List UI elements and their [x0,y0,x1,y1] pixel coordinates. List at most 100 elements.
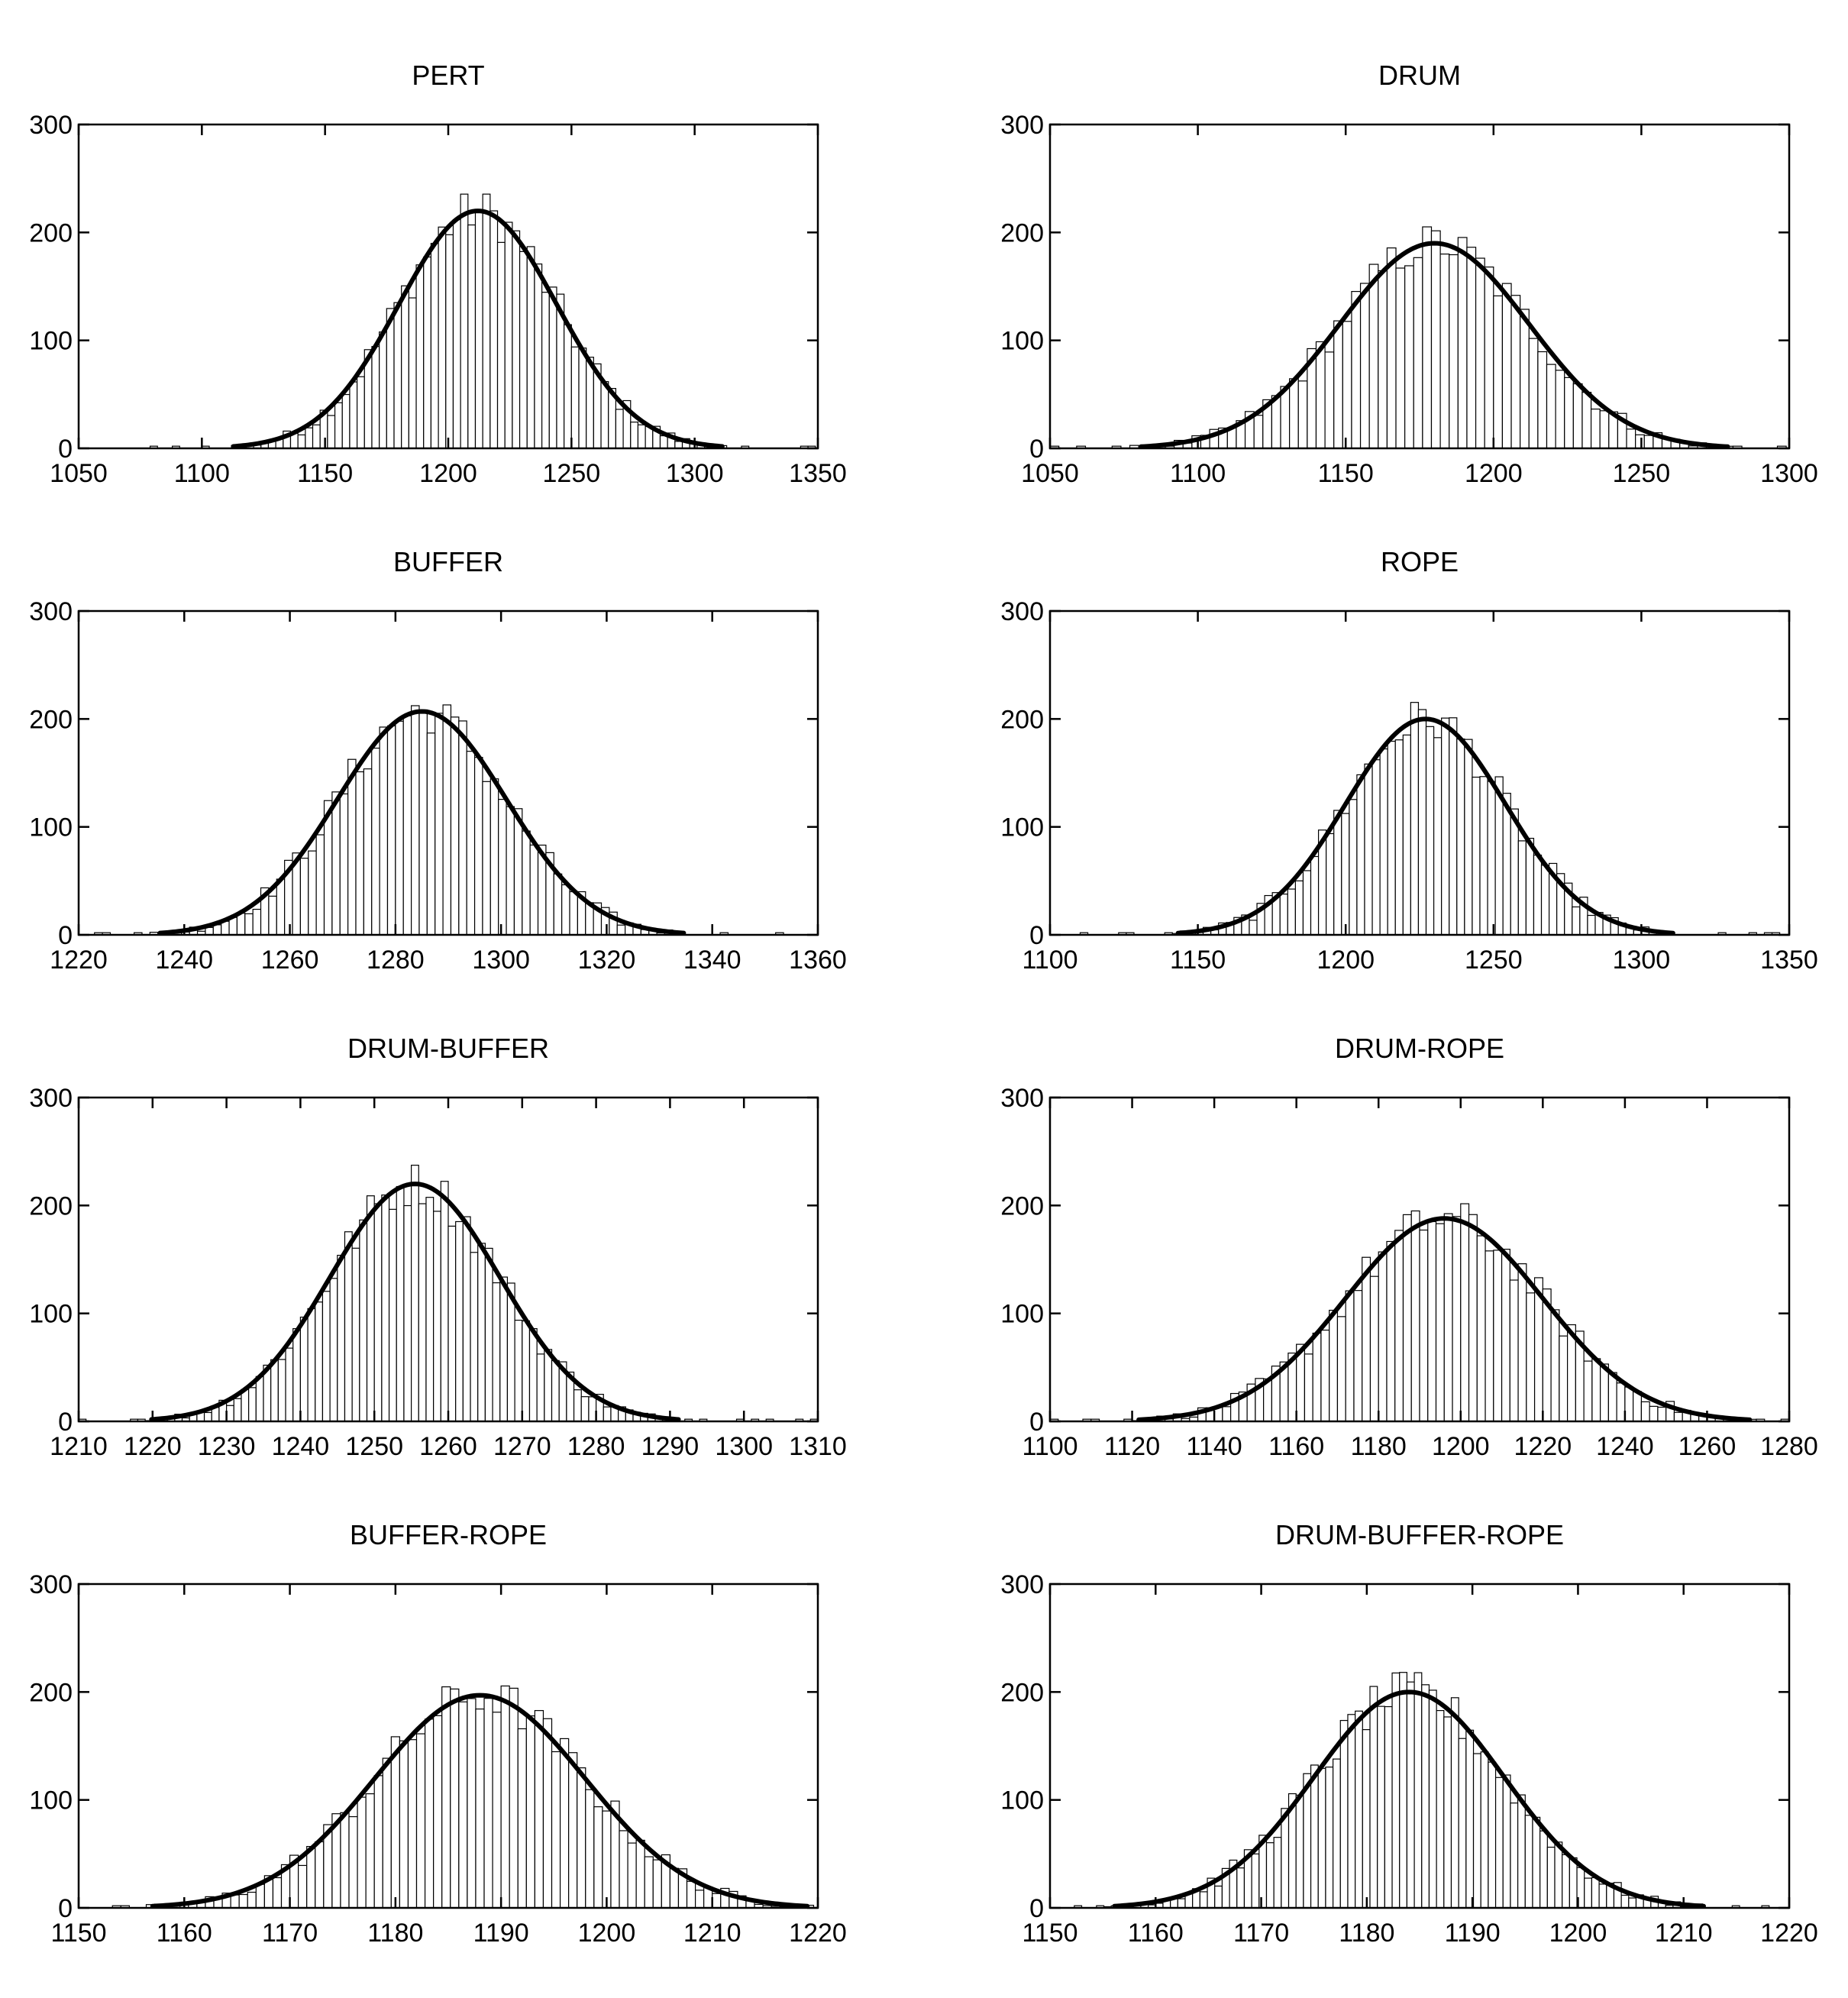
x-tick-label: 1100 [174,459,230,488]
histogram-bar [659,435,668,449]
x-tick-label: 1190 [473,1919,529,1948]
fitted-curve [1112,1689,1706,1909]
histogram-bar [1199,1891,1208,1909]
histogram-bar [492,1282,501,1422]
histogram-bar [1509,1279,1519,1422]
histogram-bar [1379,748,1388,936]
histogram-bar [458,720,467,936]
histogram-bar [1427,1220,1437,1422]
histogram-bar [1378,1251,1388,1422]
histogram-bar [334,402,343,449]
histogram-bar [1249,920,1258,936]
histogram-bar [551,1751,561,1909]
histogram-bar [1280,386,1291,449]
histogram-bar [1394,739,1404,936]
x-tick-label: 1050 [1021,459,1079,488]
histogram-bar [694,1890,705,1909]
y-tick-label: 100 [1000,1300,1044,1329]
histogram-bar [474,209,483,449]
x-tick-label: 1200 [1317,946,1375,975]
histogram-bar [551,1359,560,1422]
histogram-bar [1590,408,1601,449]
histogram-bar [366,1195,375,1422]
histogram-bar [473,757,483,936]
x-tick-label: 1100 [1022,946,1077,975]
histogram-bar [1386,247,1397,449]
x-tick-label: 1200 [1549,1919,1607,1948]
histogram-bar [1394,1230,1404,1422]
histogram-bar [1583,1360,1593,1422]
histogram-bar [1517,840,1527,936]
histogram-bar [630,422,639,449]
histogram-bar [435,713,444,936]
y-tick-label: 200 [29,1678,73,1707]
y-tick-label: 200 [1000,218,1044,247]
histogram-bar [1214,1885,1223,1909]
histogram-bar [534,1710,544,1909]
panel-drum-buffer-rope: DRUM-BUFFER-ROPE 1150 1160 1170 1180 1190 1200… [1000,1519,1818,1948]
x-tick-label: 1220 [1514,1432,1572,1461]
plot-frame [1048,1583,1791,1909]
x-tick-label: 1050 [50,459,108,488]
histogram-bar [615,409,624,449]
x-tick-label: 1250 [345,1432,403,1461]
histogram-bar [298,1864,308,1909]
histogram-bar [1326,832,1335,936]
histogram-bar [438,226,447,449]
histogram-bar [205,926,214,936]
histogram-bar [600,381,609,449]
histogram-bar [241,1389,250,1422]
histogram-bar [363,768,373,936]
panel-buffer: BUFFER 1220 1240 1260 1280 1300 1320 1340 1360 0 1… [29,546,847,975]
panel-buffer-rope: BUFFER-ROPE 1150 1160 1170 1180 1190 1200 1210 1… [29,1519,847,1948]
histogram-bar [1312,1332,1322,1422]
histogram-bar [1501,283,1512,449]
histogram-bar [315,1841,325,1909]
histogram-bar [637,424,646,449]
histogram-bar [321,1291,331,1422]
histogram-bar [331,791,341,936]
histogram-bar [1324,351,1335,449]
histogram-bar [570,346,580,449]
fitted-curve [231,209,725,449]
histogram-bar [315,1301,324,1422]
panel-drum: DRUM 1050 1100 1150 1200 1250 1300 0 100 200 300 [1000,60,1818,488]
x-tick-label: 1260 [1678,1432,1737,1461]
x-tick-label: 1240 [272,1432,330,1461]
y-tick-label: 100 [29,327,73,356]
panel-drum-buffer: DRUM-BUFFER 1210 1220 1230 1240 1250 1260 1270 1… [29,1033,847,1461]
x-tick-label: 1200 [419,459,477,488]
histogram-bar [1362,1729,1371,1909]
histogram-bar [1520,309,1530,449]
histogram-bar [1386,1240,1396,1422]
histogram-bar [418,1203,427,1422]
fitted-curve [1136,1216,1753,1422]
histogram-bar [577,1767,586,1909]
histogram-bar [1510,1802,1519,1909]
histogram-bar [1443,1213,1453,1422]
histogram-bar [1439,254,1450,449]
histogram-bar [1472,776,1481,936]
histogram-bar [519,251,528,449]
histogram-bar [1493,295,1504,449]
histogram-bar [447,1225,457,1422]
histogram-bar [466,751,476,936]
x-tick-label: 1150 [50,1919,106,1948]
x-tick-label: 1350 [789,459,847,488]
x-tick-label: 1220 [789,1919,847,1948]
x-tick-label: 1240 [155,946,213,975]
x-tick-label: 1300 [472,946,530,975]
histogram-bar [635,1839,645,1909]
histogram-bar [379,331,387,449]
x-tick-label: 1340 [683,946,741,975]
histogram-bar [1435,1223,1445,1422]
histogram-bar [340,1812,350,1909]
histogram-bar [484,1247,493,1422]
plot-frame [1048,1096,1791,1423]
histogram-bar [329,1278,338,1422]
histogram-bar [1555,370,1565,449]
histogram-bar [593,1806,603,1909]
histogram-bar [712,1893,722,1909]
panel-title: PERT [412,60,484,91]
histogram-bar [285,1347,294,1422]
